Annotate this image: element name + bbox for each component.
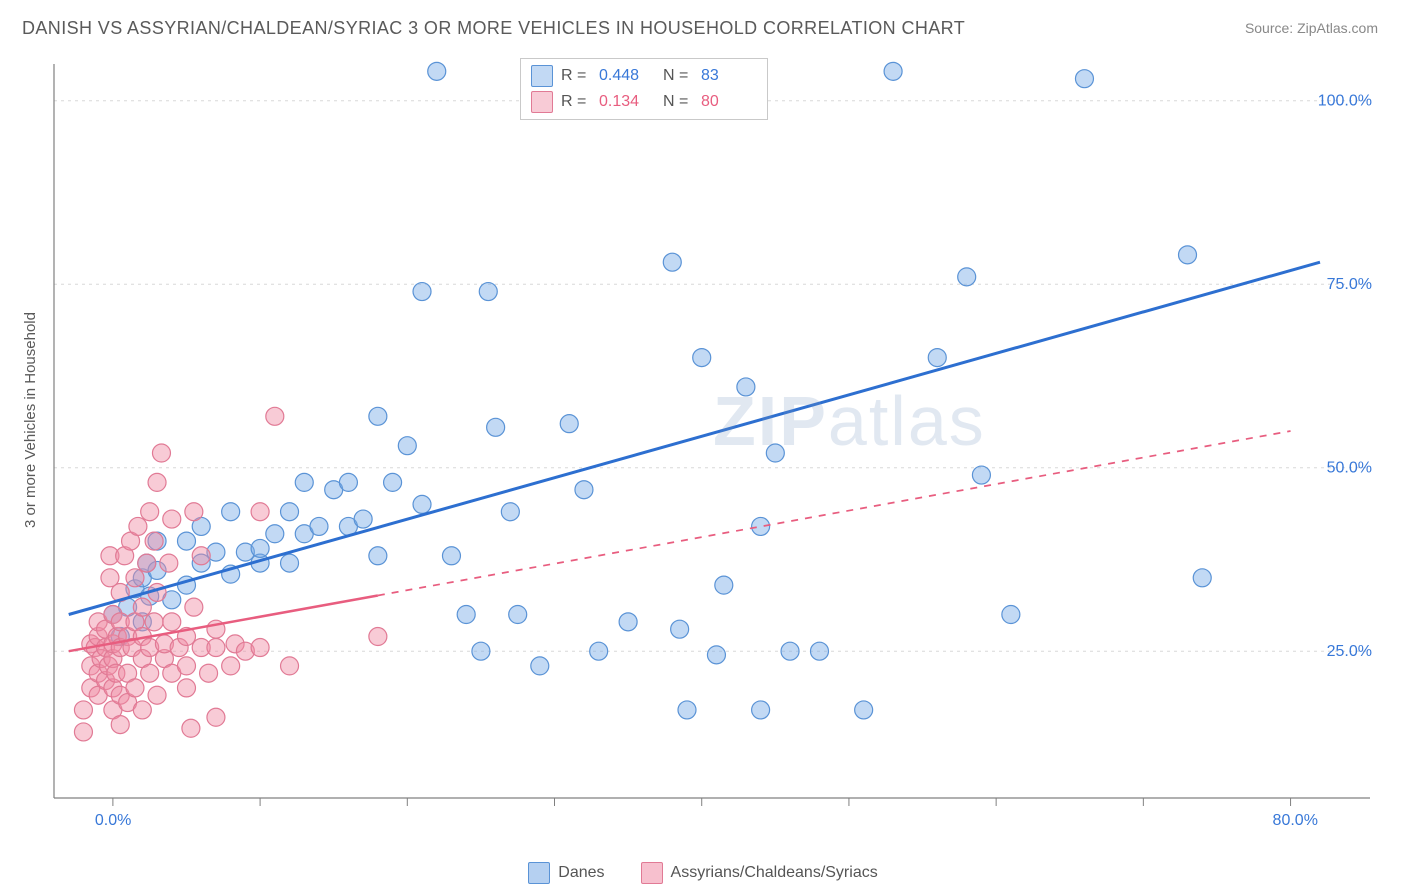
svg-text:75.0%: 75.0% bbox=[1327, 276, 1372, 293]
x-axis-tick-label: 80.0% bbox=[1273, 812, 1318, 830]
scatter-plot: 25.0% 50.0% 75.0% 100.0% bbox=[48, 54, 1378, 832]
legend-swatch bbox=[641, 862, 663, 884]
svg-text:100.0%: 100.0% bbox=[1318, 93, 1372, 110]
x-axis-tick-label: 0.0% bbox=[95, 812, 131, 830]
legend-label: Danes bbox=[558, 864, 604, 882]
legend-item: Assyrians/Chaldeans/Syriacs bbox=[641, 862, 878, 884]
svg-text:50.0%: 50.0% bbox=[1327, 460, 1372, 477]
legend-label: Assyrians/Chaldeans/Syriacs bbox=[671, 864, 878, 882]
legend-swatch bbox=[531, 65, 553, 87]
bottom-legend: Danes Assyrians/Chaldeans/Syriacs bbox=[0, 862, 1406, 884]
y-axis-label: 3 or more Vehicles in Household bbox=[22, 220, 39, 620]
source-attribution: Source: ZipAtlas.com bbox=[1245, 20, 1378, 36]
correlation-legend: R =0.448N =83R =0.134N =80 bbox=[520, 58, 768, 120]
legend-swatch bbox=[528, 862, 550, 884]
chart-title: DANISH VS ASSYRIAN/CHALDEAN/SYRIAC 3 OR … bbox=[22, 18, 965, 39]
svg-text:25.0%: 25.0% bbox=[1327, 643, 1372, 660]
corr-row: R =0.134N =80 bbox=[531, 89, 757, 115]
corr-row: R =0.448N =83 bbox=[531, 63, 757, 89]
legend-swatch bbox=[531, 91, 553, 113]
legend-item: Danes bbox=[528, 862, 604, 884]
